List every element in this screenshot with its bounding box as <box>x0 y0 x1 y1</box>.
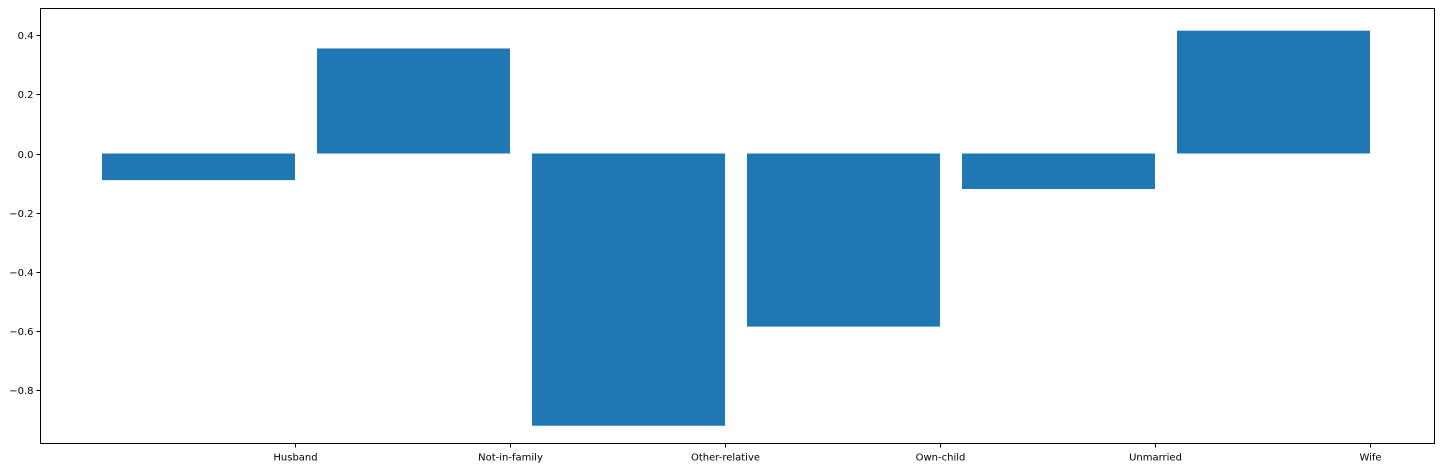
x-tick-label: Not-in-family <box>478 453 543 464</box>
bars-group <box>102 30 1370 426</box>
y-tick-label: 0.2 <box>18 90 34 101</box>
x-tick-label: Other-relative <box>691 453 760 464</box>
bar-not-in-family <box>317 48 510 154</box>
y-tick-label: −0.4 <box>9 268 33 279</box>
y-tick-label: −0.2 <box>9 209 33 220</box>
plot-frame <box>40 8 1435 444</box>
x-axis: Husband Not-in-family Other-relative Own-ch… <box>273 443 1382 464</box>
y-tick-label: −0.8 <box>9 386 33 397</box>
y-tick-label: 0.4 <box>18 31 34 42</box>
bar-other-relative <box>532 153 725 426</box>
bar-own-child <box>747 153 940 327</box>
y-tick-label: −0.6 <box>9 327 33 338</box>
y-axis: 0.4 0.2 0.0 −0.2 −0.4 −0.6 −0.8 <box>9 31 41 397</box>
x-tick-label: Unmarried <box>1129 453 1182 464</box>
bar-husband <box>102 153 295 181</box>
x-tick-label: Husband <box>273 453 317 464</box>
x-tick-label: Own-child <box>916 453 966 464</box>
x-tick-label: Wife <box>1359 453 1381 464</box>
y-tick-label: 0.0 <box>18 150 34 161</box>
bar-unmarried <box>962 153 1155 190</box>
bar-wife <box>1177 30 1370 154</box>
